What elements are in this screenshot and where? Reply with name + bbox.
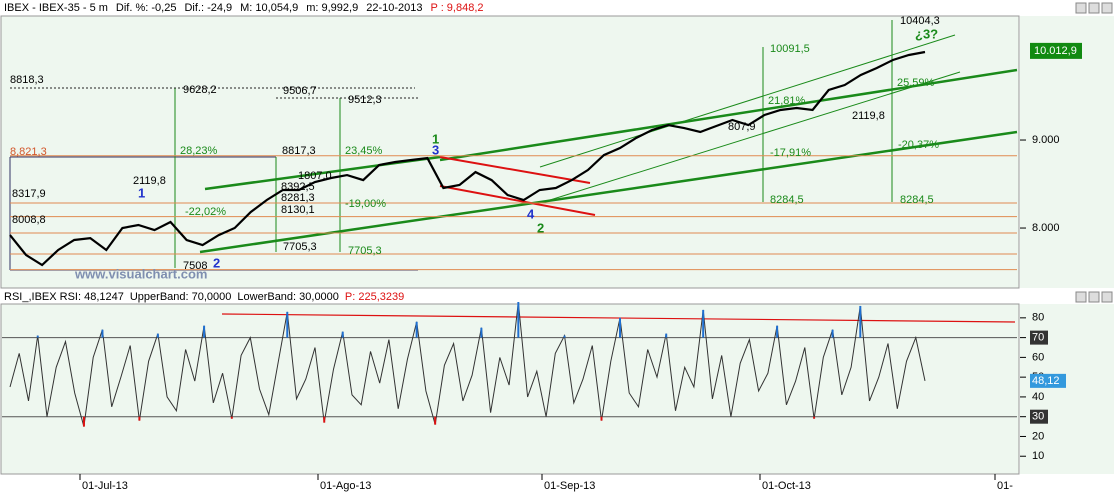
annotation: -22,02% xyxy=(185,206,226,218)
rsi-header-item: P: 225,3239 xyxy=(345,291,404,303)
annotation: 10091,5 xyxy=(770,43,810,55)
annotation: 2 xyxy=(213,255,220,270)
annotation: -20,37% xyxy=(898,139,939,151)
date-label: 01- xyxy=(997,480,1013,492)
rsi-header-item: RSI_,IBEX RSI: 48,1247 xyxy=(4,291,124,303)
annotation: 8008,8 xyxy=(12,214,46,226)
rsi-header-item: UpperBand: 70,0000 xyxy=(130,291,232,303)
wedge-line xyxy=(439,156,591,184)
annotation: 2119,8 xyxy=(852,110,885,122)
trend-line xyxy=(439,68,1018,162)
rsi-p-line xyxy=(221,313,1016,323)
last-price-box xyxy=(1030,42,1082,59)
rsi-tick-label: 10 xyxy=(1032,450,1044,462)
annotation: www.visualchart.com xyxy=(74,266,207,281)
annotation: 2 xyxy=(537,220,544,235)
rsi-tick-label: 40 xyxy=(1032,391,1044,403)
header-item: 22-10-2013 xyxy=(366,2,422,14)
header: IBEX - IBEX-35 - 5 m Dif. %: -0,25 Dif.: -… xyxy=(4,2,484,14)
date-label: 01-Sep-13 xyxy=(544,480,595,492)
date-label: 01-Oct-13 xyxy=(762,480,811,492)
annotation: ¿3? xyxy=(915,26,938,41)
button[interactable] xyxy=(1075,291,1087,303)
rsi-last-label: 48,12 xyxy=(1032,375,1060,387)
annotation: -19,00% xyxy=(345,198,386,210)
annotation: 28,23% xyxy=(180,145,218,157)
annotation: 25,59% xyxy=(897,77,935,89)
annotation: 9628,2 xyxy=(183,84,217,96)
annotation: 8,821,3 xyxy=(10,146,47,158)
annotation: 8817,3 xyxy=(282,145,316,157)
rsi-axis xyxy=(1020,304,1114,474)
annotation: 8284,5 xyxy=(770,194,804,206)
annotation: 8130,1 xyxy=(281,204,315,216)
price-panel xyxy=(0,15,1020,289)
annotation: 7508 xyxy=(183,260,207,272)
annotation: -17,91% xyxy=(770,147,811,159)
header-item: M: 10,054,9 xyxy=(240,2,298,14)
header-item: m: 9,992,9 xyxy=(306,2,358,14)
annotation: 8284,5 xyxy=(900,194,934,206)
annotation: 8392,5 xyxy=(281,181,315,193)
annotation: 807,9 xyxy=(728,121,756,133)
rsi-tick-label: 20 xyxy=(1032,430,1044,442)
window-buttons xyxy=(1075,2,1113,303)
header-item: P : 9,848,2 xyxy=(431,2,484,14)
annotation: 8281,3 xyxy=(281,192,315,204)
annotation: 8317,9 xyxy=(12,188,46,200)
last-price-label: 10.012,9 xyxy=(1034,45,1077,57)
band-box xyxy=(1030,330,1048,345)
rsi-tick-label: 80 xyxy=(1032,312,1044,324)
header-item: IBEX - IBEX-35 - 5 m xyxy=(4,2,108,14)
date-label: 01-Ago-13 xyxy=(320,480,371,492)
annotation: 2119,8 xyxy=(133,175,166,187)
band-label: 70 xyxy=(1032,332,1044,344)
annotation: 7705,3 xyxy=(348,245,382,257)
rsi-last-box xyxy=(1030,373,1066,388)
rsi-tick-label: 60 xyxy=(1032,351,1044,363)
annotation: 1 xyxy=(432,131,439,146)
annotation: 1 xyxy=(138,185,145,200)
annotation: 7705,3 xyxy=(283,241,317,253)
y-tick-label: 8.000 xyxy=(1032,222,1060,234)
trend-lines xyxy=(9,20,1018,323)
header-item: Dif.: -24,9 xyxy=(184,2,232,14)
price-line xyxy=(9,50,926,267)
rsi-panel xyxy=(0,303,1020,475)
button[interactable] xyxy=(1101,2,1113,14)
channel-line xyxy=(539,34,956,168)
annotation: 9506,7 xyxy=(283,85,317,97)
annotation: 23,45% xyxy=(345,145,383,157)
rsi-header-item: LowerBand: 30,0000 xyxy=(237,291,339,303)
button[interactable] xyxy=(1088,2,1100,14)
trend-line xyxy=(199,130,1018,254)
y-tick-label: 9.000 xyxy=(1032,134,1060,146)
annotation: 9512,3 xyxy=(348,94,382,106)
button[interactable] xyxy=(1075,2,1087,14)
button[interactable] xyxy=(1101,291,1113,303)
annotation: 4 xyxy=(527,206,535,221)
button[interactable] xyxy=(1088,291,1100,303)
rsi-line xyxy=(9,301,926,427)
band-label: 30 xyxy=(1032,411,1044,423)
header-item: Dif. %: -0,25 xyxy=(116,2,177,14)
price-axis xyxy=(1020,16,1114,288)
band-box xyxy=(1030,409,1048,424)
annotation: 1807,0 xyxy=(298,170,332,182)
rsi-header: RSI_,IBEX RSI: 48,1247 UpperBand: 70,0000… xyxy=(4,291,404,303)
annotation: 3 xyxy=(432,142,439,157)
annotation: 21,81% xyxy=(768,95,806,107)
annotation: 8818,3 xyxy=(10,74,44,86)
wedge-line xyxy=(439,185,596,216)
annotation: 10404,3 xyxy=(900,15,940,27)
date-label: 01-Jul-13 xyxy=(82,480,128,492)
